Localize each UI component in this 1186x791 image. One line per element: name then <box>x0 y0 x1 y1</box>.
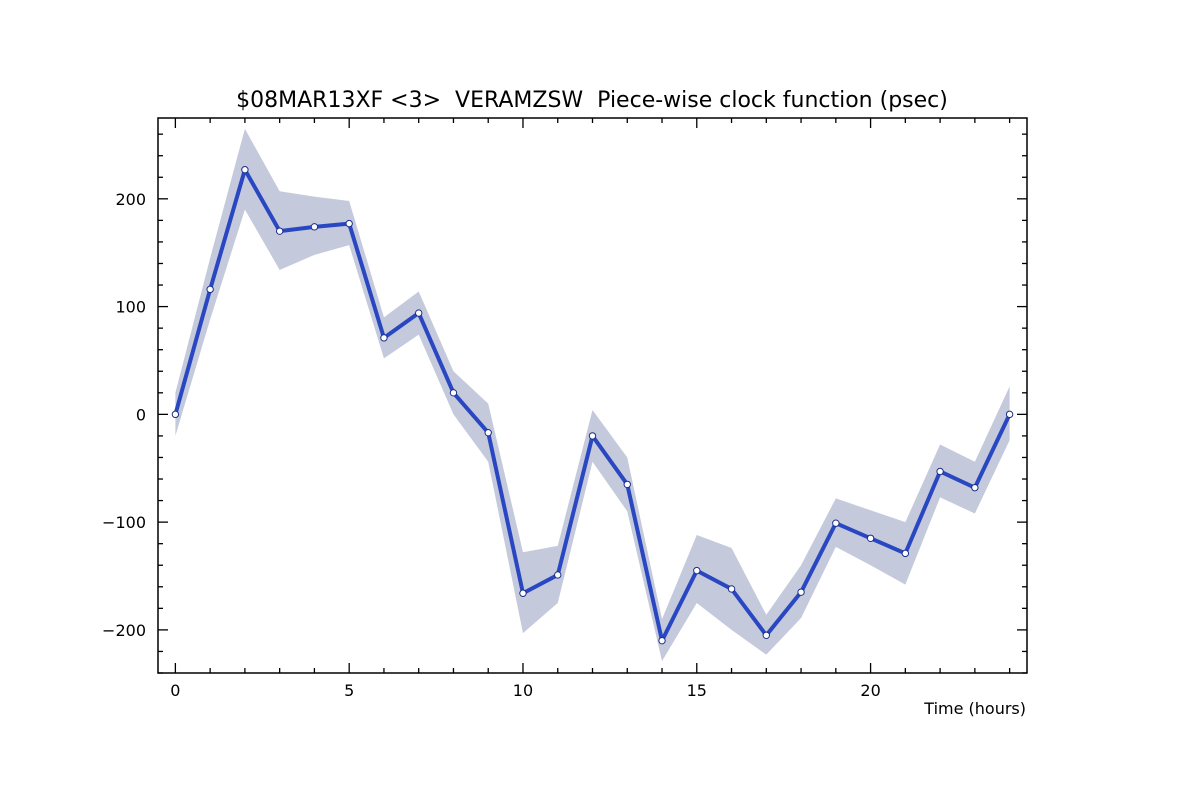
data-point <box>241 166 249 174</box>
y-tick-label: −100 <box>102 513 146 532</box>
data-point <box>554 571 562 579</box>
data-point <box>484 428 492 437</box>
y-tick-label: −200 <box>102 621 146 640</box>
data-point <box>171 410 180 419</box>
chart-title: $08MAR13XF <3> VERAMZSW Piece-wise clock… <box>236 88 948 113</box>
data-point <box>380 334 388 342</box>
data-point <box>449 389 458 397</box>
data-point <box>658 636 666 645</box>
x-tick-label: 5 <box>344 681 354 700</box>
data-point <box>415 309 423 317</box>
data-point <box>310 223 319 231</box>
y-tick-label: 100 <box>115 298 146 317</box>
x-tick-labels: 0 5 10 15 20 <box>170 681 880 700</box>
data-point <box>901 549 910 558</box>
y-tick-label: 200 <box>115 190 146 209</box>
y-tick-labels: −200 −100 0 100 200 <box>102 190 146 640</box>
x-axis-title: Time (hours) <box>923 699 1026 718</box>
data-point <box>588 432 597 440</box>
data-point <box>275 227 284 235</box>
x-tick-label: 15 <box>687 681 707 700</box>
data-point <box>866 534 875 542</box>
data-point <box>519 589 527 597</box>
x-tick-label: 20 <box>860 681 880 700</box>
data-point <box>762 631 770 639</box>
data-points <box>171 166 1014 645</box>
data-point <box>971 483 979 492</box>
axis-ticks <box>158 118 1027 674</box>
y-tick-label: 0 <box>136 405 146 424</box>
uncertainty-band <box>175 128 1010 662</box>
data-point <box>345 219 353 228</box>
data-point <box>206 285 214 294</box>
x-tick-label: 10 <box>513 681 533 700</box>
data-point <box>936 467 944 476</box>
data-point <box>797 588 805 596</box>
data-point <box>832 519 840 527</box>
data-point <box>727 585 736 593</box>
data-point <box>623 480 631 489</box>
data-point <box>1005 410 1014 419</box>
x-tick-label: 0 <box>170 681 180 700</box>
data-point <box>693 566 701 575</box>
uncertainty-band-area <box>175 128 1010 662</box>
